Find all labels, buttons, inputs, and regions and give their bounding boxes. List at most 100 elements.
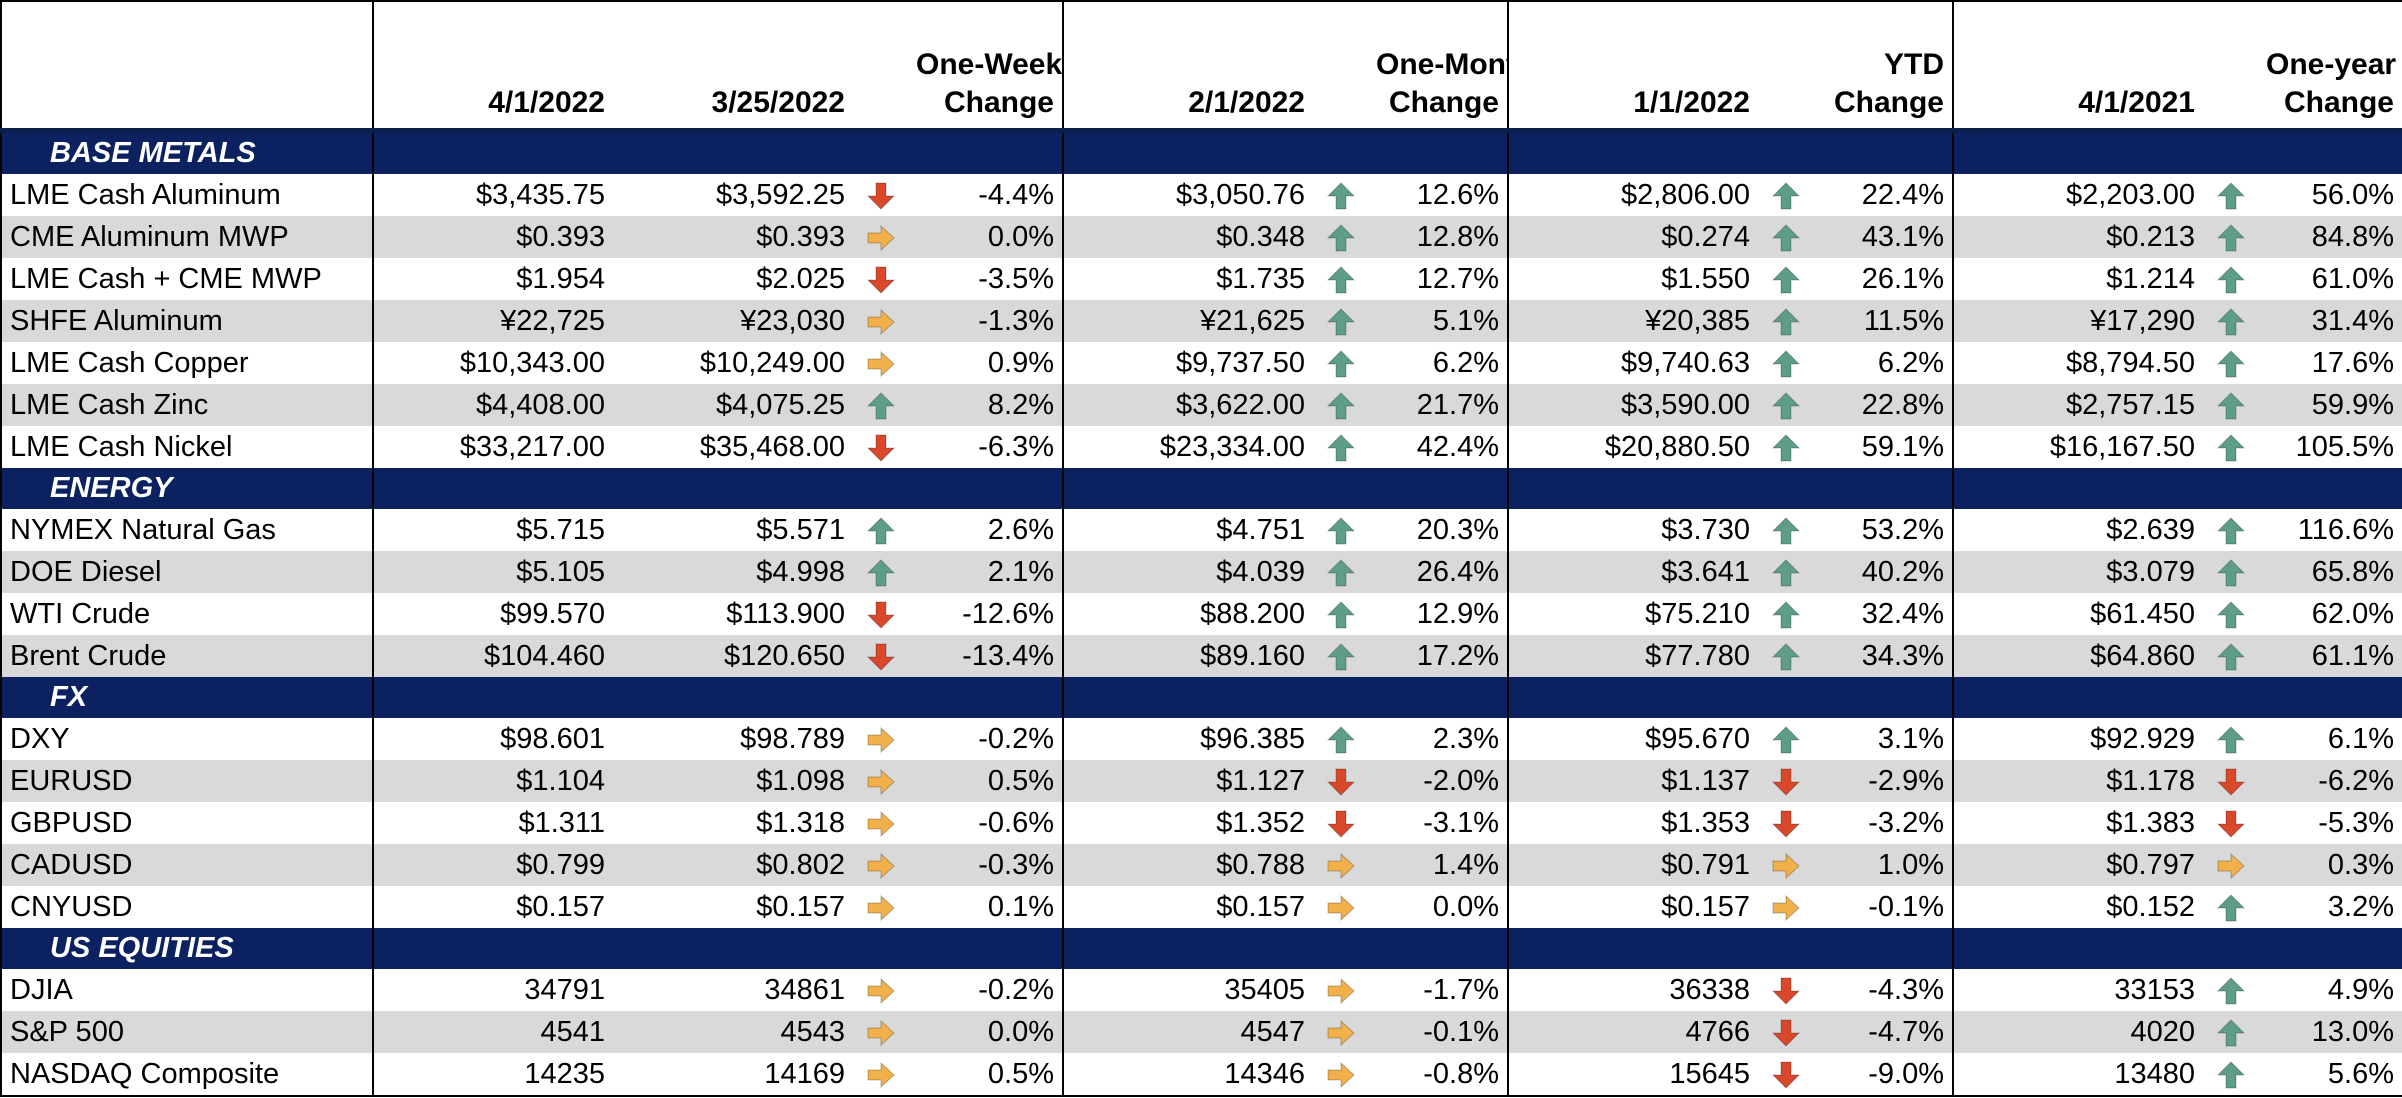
trend-cell (2203, 1053, 2258, 1097)
trend-cell (1313, 551, 1368, 593)
arrow-up-icon (2216, 224, 2245, 252)
section-band-cell (1758, 677, 1813, 718)
trend-cell (1313, 593, 1368, 635)
header-cell (1313, 0, 1368, 133)
arrow-flat-icon (867, 1019, 895, 1046)
trend-cell (1758, 844, 1813, 886)
trend-cell (853, 593, 908, 635)
trend-cell (2203, 384, 2258, 426)
value-cell: $2.639 (1952, 509, 2203, 551)
value-cell: -6.2% (2258, 760, 2402, 802)
trend-cell (1758, 802, 1813, 844)
header-row: 4/1/2022 3/25/2022 One-Week Change 2/1/2022 O… (0, 0, 2402, 133)
value-cell: $96.385 (1062, 718, 1313, 760)
value-cell: 6.1% (2258, 718, 2402, 760)
section-title: FX (0, 677, 373, 718)
value-cell: 0.5% (908, 760, 1063, 802)
value-cell: 40.2% (1813, 551, 1953, 593)
value-cell: $3,590.00 (1507, 384, 1758, 426)
trend-cell (1758, 635, 1813, 677)
value-cell: $99.570 (372, 593, 613, 635)
trend-cell (1758, 342, 1813, 384)
section-band-cell (2203, 677, 2258, 718)
arrow-down-icon (866, 434, 895, 462)
arrow-down-icon (2216, 810, 2245, 838)
value-cell: $3.730 (1507, 509, 1758, 551)
section-band-cell (853, 677, 908, 718)
header-cell (0, 0, 373, 133)
trend-cell (1758, 1053, 1813, 1097)
arrow-up-icon (1771, 434, 1800, 462)
trend-cell (2203, 509, 2258, 551)
value-cell: $4.751 (1062, 509, 1313, 551)
arrow-up-icon (2216, 643, 2245, 671)
table-row: LME Cash Aluminum $3,435.75 $3,592.25 -4.4%… (0, 174, 2402, 216)
value-cell: 6.2% (1813, 342, 1953, 384)
trend-cell (2203, 718, 2258, 760)
trend-cell (853, 635, 908, 677)
trend-cell (1313, 635, 1368, 677)
trend-cell (1758, 174, 1813, 216)
value-cell: -2.0% (1368, 760, 1508, 802)
row-label: EURUSD (0, 760, 373, 802)
arrow-up-icon (2216, 182, 2245, 210)
arrow-up-icon (2216, 517, 2245, 545)
arrow-down-icon (1771, 1019, 1800, 1047)
section-band-cell (613, 130, 853, 174)
trend-cell (853, 1011, 908, 1053)
section-band-cell (2258, 928, 2402, 969)
section-band-cell (908, 928, 1063, 969)
arrow-up-icon (1326, 224, 1355, 252)
value-cell: 31.4% (2258, 300, 2402, 342)
row-label: NYMEX Natural Gas (0, 509, 373, 551)
table-row: GBPUSD $1.311 $1.318 -0.6% $1.352 -3.1% $1.353… (0, 802, 2402, 844)
arrow-up-icon (1326, 643, 1355, 671)
row-label: DJIA (0, 969, 373, 1011)
section-band-cell (908, 677, 1063, 718)
value-cell: -0.8% (1368, 1053, 1508, 1097)
row-label: WTI Crude (0, 593, 373, 635)
value-cell: -9.0% (1813, 1053, 1953, 1097)
value-cell: 6.2% (1368, 342, 1508, 384)
row-label: CME Aluminum MWP (0, 216, 373, 258)
table-row: CNYUSD $0.157 $0.157 0.1% $0.157 0.0% $0.157 -0… (0, 886, 2402, 928)
header-label: 1/1/2022 (1633, 86, 1750, 119)
section-band-cell (1758, 468, 1813, 509)
arrow-up-icon (1326, 726, 1355, 754)
header-cell: One-Week Change (908, 0, 1063, 133)
value-cell: $1.318 (613, 802, 853, 844)
arrow-flat-icon (867, 350, 895, 377)
trend-cell (1758, 551, 1813, 593)
value-cell: -4.7% (1813, 1011, 1953, 1053)
trend-cell (853, 509, 908, 551)
arrow-up-icon (1326, 350, 1355, 378)
value-cell: 26.1% (1813, 258, 1953, 300)
value-cell: $0.152 (1952, 886, 2203, 928)
value-cell: 12.7% (1368, 258, 1508, 300)
trend-cell (2203, 593, 2258, 635)
value-cell: $88.200 (1062, 593, 1313, 635)
value-cell: $33,217.00 (372, 426, 613, 468)
trend-cell (853, 174, 908, 216)
header-label: 4/1/2021 (2078, 86, 2195, 119)
value-cell: $3,050.76 (1062, 174, 1313, 216)
value-cell: $0.393 (613, 216, 853, 258)
arrow-up-icon (866, 392, 895, 420)
header-label: 4/1/2022 (488, 86, 605, 119)
value-cell: 3.1% (1813, 718, 1953, 760)
table-row: CME Aluminum MWP $0.393 $0.393 0.0% $0.348 12… (0, 216, 2402, 258)
arrow-flat-icon (867, 308, 895, 335)
section-band-cell (1507, 130, 1758, 174)
value-cell: $1.352 (1062, 802, 1313, 844)
value-cell: 20.3% (1368, 509, 1508, 551)
header-cell: 1/1/2022 (1507, 0, 1758, 133)
value-cell: 33153 (1952, 969, 2203, 1011)
arrow-flat-icon (1327, 852, 1355, 879)
header-label: One-MonthChange (1376, 48, 1508, 119)
section-band-cell (1813, 928, 1953, 969)
trend-cell (2203, 342, 2258, 384)
value-cell: $1.214 (1952, 258, 2203, 300)
value-cell: $0.799 (372, 844, 613, 886)
arrow-up-icon (2216, 434, 2245, 462)
arrow-up-icon (1771, 559, 1800, 587)
